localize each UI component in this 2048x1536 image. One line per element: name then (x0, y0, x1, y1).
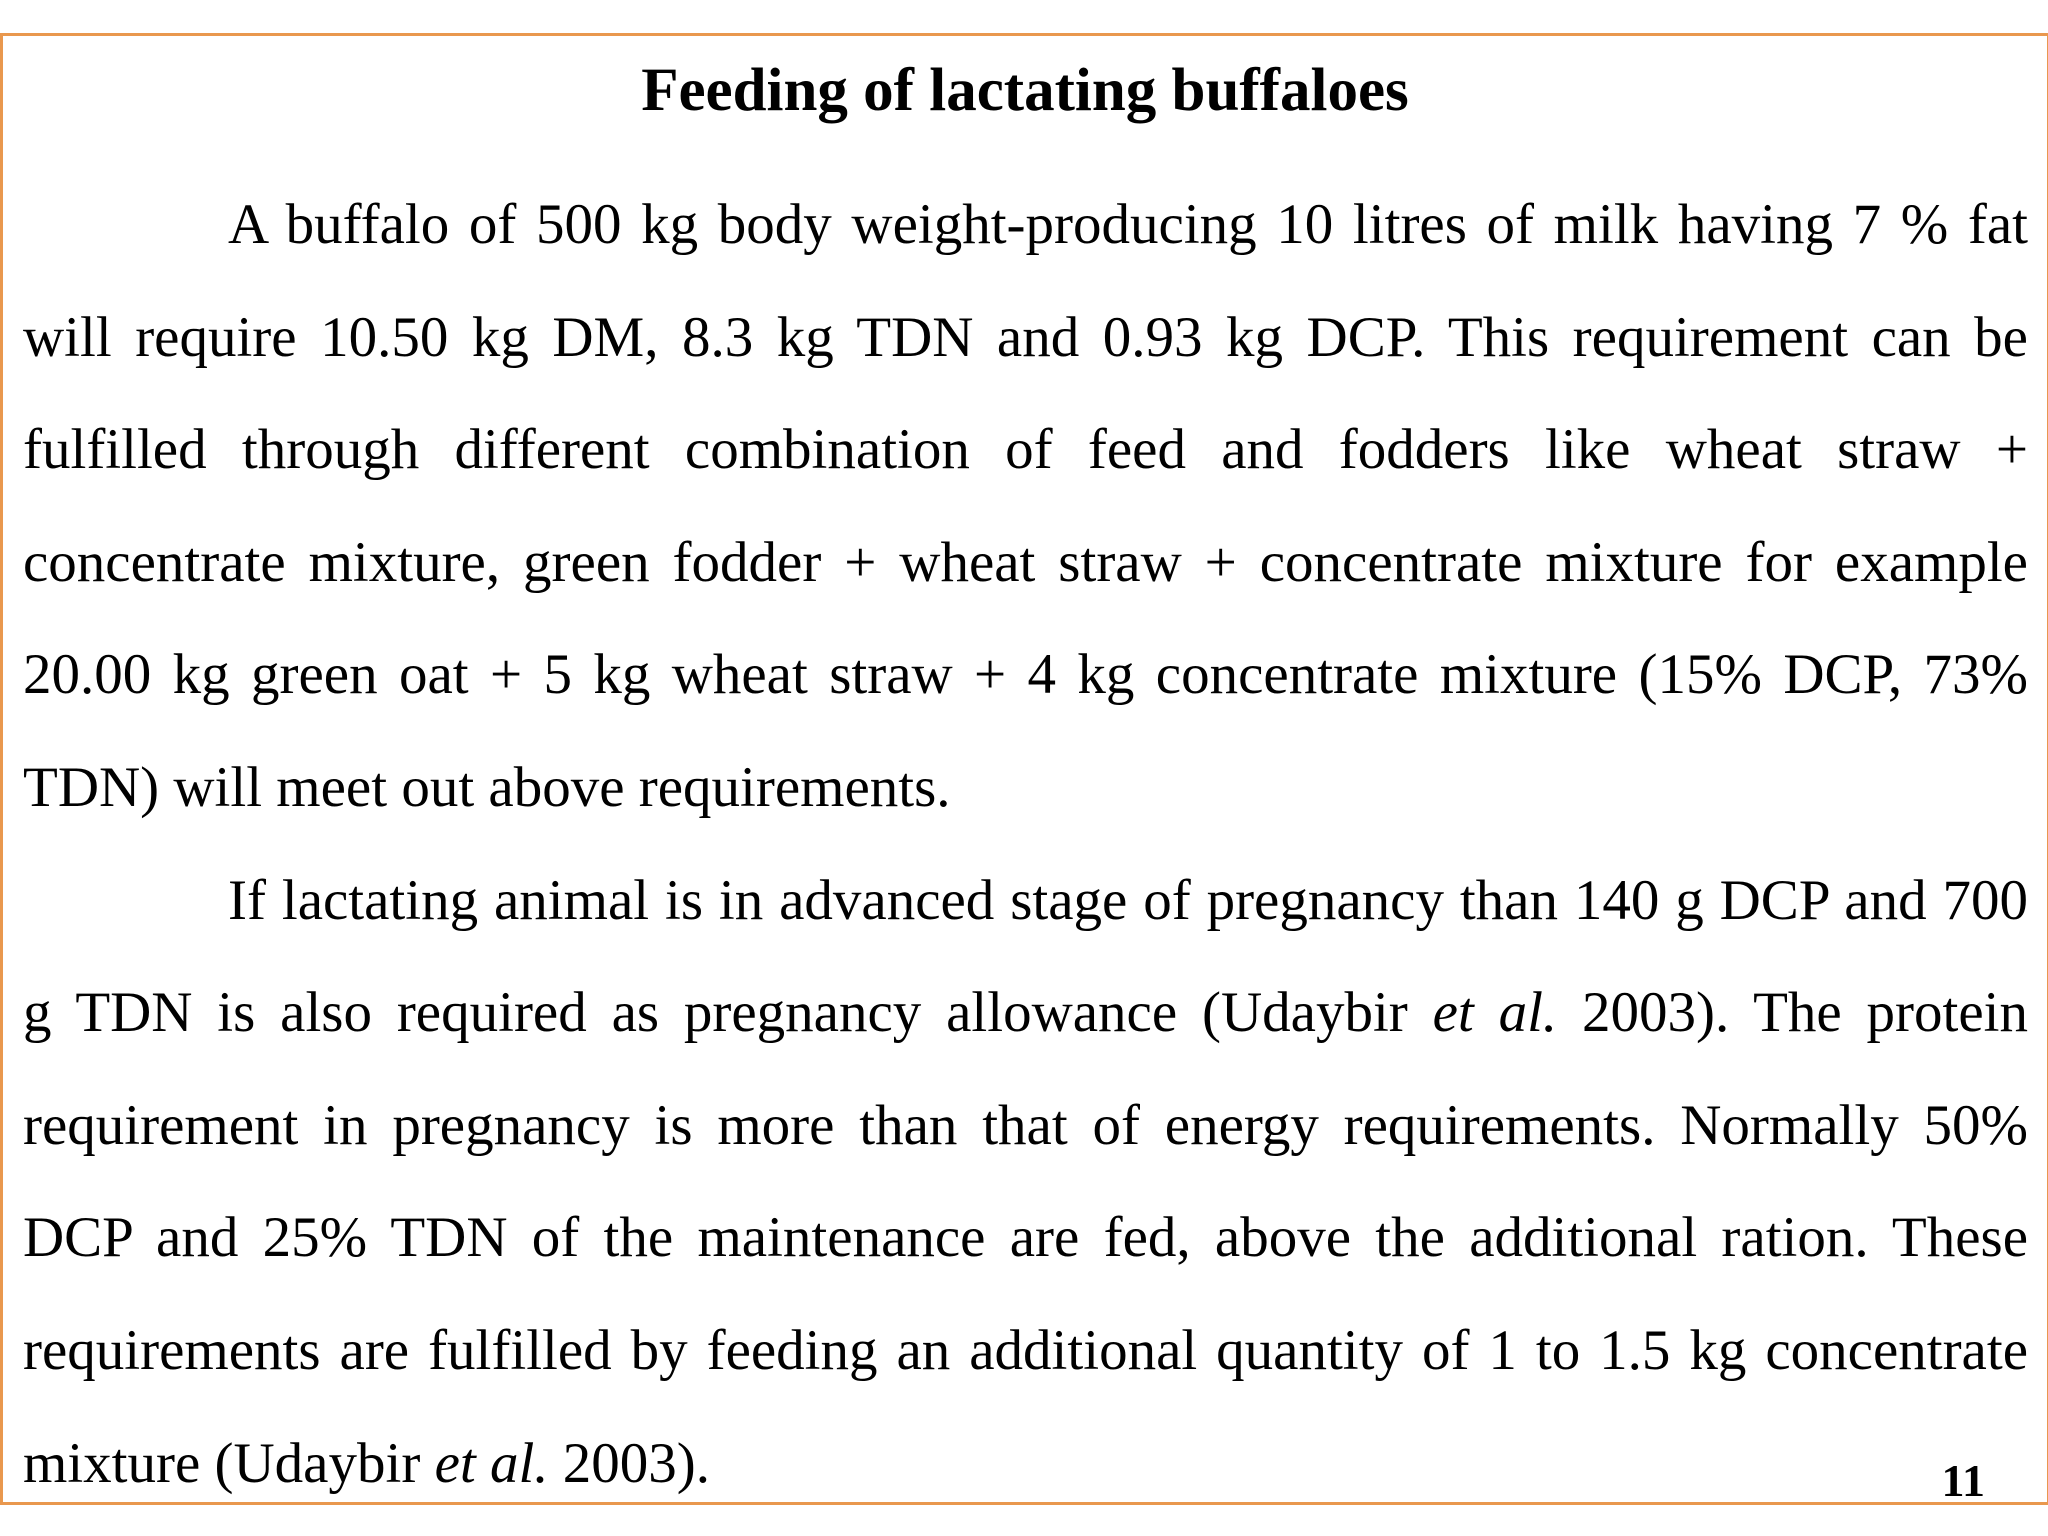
paragraph-1: A buffalo of 500 kg body weight-producin… (23, 193, 2028, 819)
paragraph-2: If lactating animal is in advanced stage… (23, 845, 2028, 1521)
paragraph-2-text-1: If lactating animal is in advanced stage… (23, 868, 2028, 1045)
slide-body: A buffalo of 500 kg body weight-producin… (23, 169, 2028, 1520)
slide-title: Feeding of lactating buffaloes (641, 57, 1409, 124)
paragraph-2-text-2: 2003). The protein requirement in pregna… (23, 981, 2028, 1495)
page-number: 11 (1941, 1455, 1985, 1506)
citation-et-al-1: et al. (1432, 981, 1558, 1045)
citation-et-al-2: et al. (434, 1431, 549, 1495)
slide: Feeding of lactating buffaloes A buffalo… (0, 33, 2048, 1505)
paragraph-2-text-3: 2003). (548, 1431, 711, 1495)
